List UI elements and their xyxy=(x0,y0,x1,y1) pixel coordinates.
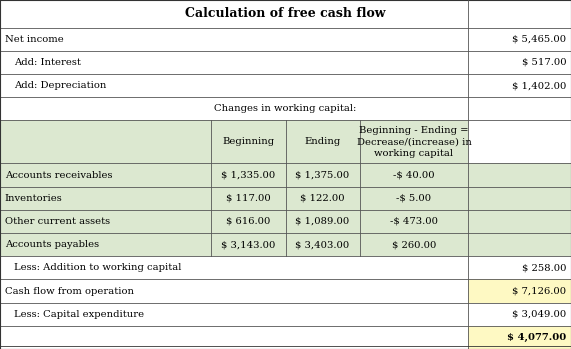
Text: Beginning - Ending =
Decrease/(increase) in
working capital: Beginning - Ending = Decrease/(increase)… xyxy=(356,126,472,158)
Text: Other current assets: Other current assets xyxy=(5,217,110,226)
Bar xyxy=(0,326,571,349)
Bar xyxy=(0,28,571,51)
Text: Add: Depreciation: Add: Depreciation xyxy=(14,81,107,90)
Text: $ 117.00: $ 117.00 xyxy=(226,194,271,203)
Bar xyxy=(468,187,571,210)
Bar xyxy=(468,256,571,280)
Bar xyxy=(286,187,360,210)
Text: $ 258.00: $ 258.00 xyxy=(522,263,566,272)
Bar xyxy=(286,163,360,187)
Bar xyxy=(468,51,571,74)
Text: $ 1,402.00: $ 1,402.00 xyxy=(512,81,566,90)
Bar xyxy=(0,210,211,233)
Text: Beginning: Beginning xyxy=(222,138,275,147)
Text: $ 7,126.00: $ 7,126.00 xyxy=(512,287,566,296)
Text: -$ 473.00: -$ 473.00 xyxy=(390,217,438,226)
Bar xyxy=(468,163,571,187)
Text: $ 1,335.00: $ 1,335.00 xyxy=(221,171,276,180)
Text: Net income: Net income xyxy=(5,35,63,44)
Bar xyxy=(0,187,211,210)
Text: $ 1,089.00: $ 1,089.00 xyxy=(295,217,350,226)
Bar xyxy=(360,233,468,256)
Text: $ 122.00: $ 122.00 xyxy=(300,194,345,203)
Bar xyxy=(468,233,571,256)
Bar xyxy=(360,187,468,210)
Text: Changes in working capital:: Changes in working capital: xyxy=(214,104,357,113)
Bar xyxy=(211,210,286,233)
Text: $ 3,143.00: $ 3,143.00 xyxy=(221,240,276,249)
Bar xyxy=(0,51,571,74)
Bar xyxy=(0,256,571,280)
Text: $ 4,077.00: $ 4,077.00 xyxy=(507,333,566,342)
Bar xyxy=(0,280,571,303)
Bar xyxy=(0,74,571,97)
Text: Accounts receivables: Accounts receivables xyxy=(5,171,112,180)
Text: Cash flow from operation: Cash flow from operation xyxy=(5,287,134,296)
Bar xyxy=(360,163,468,187)
Bar xyxy=(286,210,360,233)
Text: -$ 5.00: -$ 5.00 xyxy=(396,194,432,203)
Text: $ 3,403.00: $ 3,403.00 xyxy=(295,240,350,249)
Text: Inventories: Inventories xyxy=(5,194,62,203)
Bar xyxy=(468,120,571,163)
Bar xyxy=(211,233,286,256)
Text: $ 5,465.00: $ 5,465.00 xyxy=(512,35,566,44)
Bar xyxy=(0,97,571,120)
Bar xyxy=(468,28,571,51)
Bar xyxy=(211,163,286,187)
Text: Less: Capital expenditure: Less: Capital expenditure xyxy=(14,310,144,319)
Bar xyxy=(468,326,571,349)
Bar xyxy=(211,187,286,210)
Bar xyxy=(468,74,571,97)
Text: Add: Interest: Add: Interest xyxy=(14,58,81,67)
Bar xyxy=(0,163,211,187)
Bar xyxy=(0,233,211,256)
Text: $ 3,049.00: $ 3,049.00 xyxy=(512,310,566,319)
Bar xyxy=(468,280,571,303)
Text: $ 260.00: $ 260.00 xyxy=(392,240,436,249)
Bar xyxy=(0,0,571,28)
Text: Ending: Ending xyxy=(304,138,341,147)
Text: $ 616.00: $ 616.00 xyxy=(226,217,271,226)
Text: Calculation of free cash flow: Calculation of free cash flow xyxy=(185,7,386,20)
Text: $ 1,375.00: $ 1,375.00 xyxy=(295,171,350,180)
Bar xyxy=(0,303,571,326)
Bar xyxy=(286,233,360,256)
Bar xyxy=(468,210,571,233)
Text: -$ 40.00: -$ 40.00 xyxy=(393,171,435,180)
Bar xyxy=(360,210,468,233)
Text: Accounts payables: Accounts payables xyxy=(5,240,99,249)
Text: Less: Addition to working capital: Less: Addition to working capital xyxy=(14,263,182,272)
Bar xyxy=(468,303,571,326)
Bar xyxy=(0,120,468,163)
Text: $ 517.00: $ 517.00 xyxy=(522,58,566,67)
